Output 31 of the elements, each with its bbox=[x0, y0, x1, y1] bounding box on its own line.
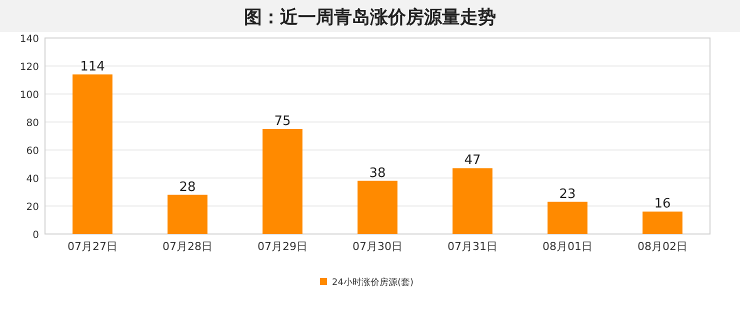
y-tick-label: 60 bbox=[26, 146, 39, 157]
bar bbox=[642, 212, 682, 234]
bar bbox=[168, 194, 208, 234]
y-tick-label: 120 bbox=[20, 62, 39, 73]
bar bbox=[452, 168, 492, 234]
y-tick-label: 140 bbox=[20, 34, 39, 45]
data-label: 38 bbox=[369, 166, 386, 181]
bar bbox=[262, 129, 302, 234]
x-tick-label: 07月31日 bbox=[448, 240, 498, 253]
chart-title: 图：近一周青岛涨价房源量走势 bbox=[244, 7, 496, 28]
x-tick-label: 07月29日 bbox=[258, 240, 308, 253]
y-tick-label: 80 bbox=[26, 118, 39, 129]
y-tick-label: 0 bbox=[32, 230, 39, 241]
bar bbox=[548, 202, 588, 234]
x-tick-label: 07月27日 bbox=[68, 240, 118, 253]
y-tick-label: 20 bbox=[26, 202, 39, 213]
x-tick-label: 07月30日 bbox=[352, 240, 402, 253]
data-label: 16 bbox=[654, 196, 671, 212]
legend-label: 24小时涨价房源(套) bbox=[332, 277, 414, 288]
y-tick-label: 100 bbox=[20, 90, 39, 101]
x-tick-label: 08月01日 bbox=[542, 240, 592, 253]
x-tick-label: 07月28日 bbox=[162, 240, 212, 253]
bar bbox=[358, 180, 398, 234]
x-tick-label: 08月02日 bbox=[638, 240, 688, 253]
data-label: 28 bbox=[179, 180, 196, 195]
data-label: 75 bbox=[274, 114, 291, 129]
bar bbox=[72, 74, 112, 234]
data-label: 114 bbox=[80, 59, 105, 74]
y-tick-label: 40 bbox=[26, 174, 39, 185]
data-label: 47 bbox=[464, 153, 481, 168]
data-label: 23 bbox=[559, 186, 576, 202]
